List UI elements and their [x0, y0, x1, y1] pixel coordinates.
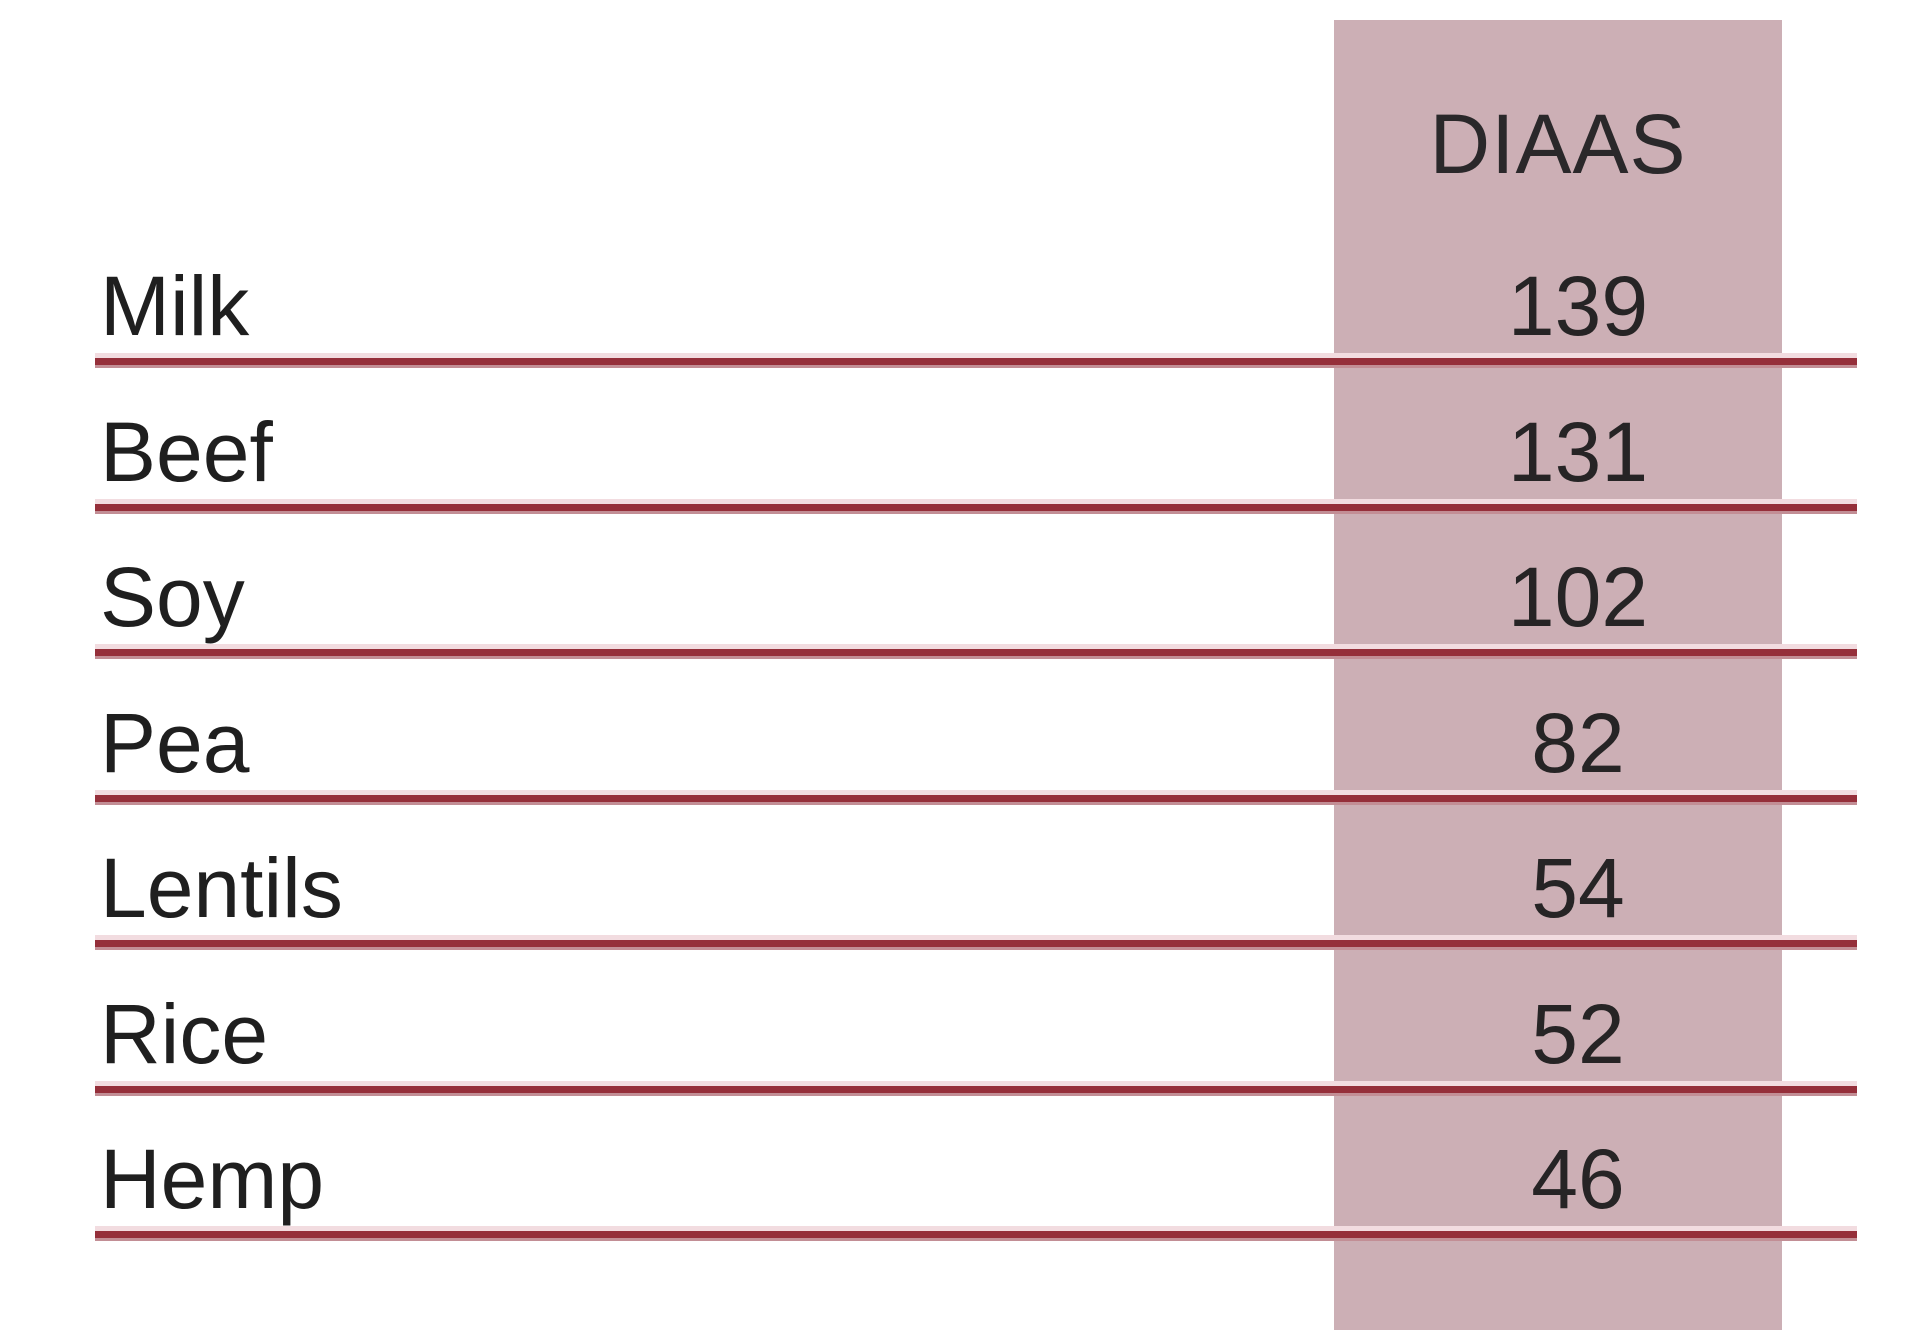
table-row: Hemp 46 — [0, 1095, 1920, 1241]
row-label: Pea — [100, 695, 250, 790]
row-divider-line — [95, 1080, 1857, 1096]
row-divider-line — [95, 498, 1857, 514]
row-value: 102 — [1507, 550, 1649, 644]
row-value: 46 — [1531, 1132, 1625, 1226]
row-value: 54 — [1531, 841, 1625, 935]
row-divider-line — [95, 789, 1857, 805]
table-row: Milk 139 — [0, 222, 1920, 368]
row-label: Lentils — [100, 841, 343, 935]
row-value: 131 — [1507, 404, 1649, 499]
row-value: 139 — [1507, 259, 1649, 353]
diaas-column-highlight — [1334, 20, 1782, 1330]
row-divider-line — [95, 1226, 1857, 1241]
row-value: 82 — [1531, 695, 1625, 790]
row-label: Beef — [100, 404, 273, 499]
table-row: Pea 82 — [0, 659, 1920, 805]
table-row: Lentils 54 — [0, 804, 1920, 950]
row-label: Soy — [100, 550, 245, 644]
row-label: Milk — [100, 259, 250, 353]
diaas-column-header: DIAAS — [1429, 97, 1687, 191]
table-row: Rice 52 — [0, 950, 1920, 1096]
table-row: Beef 131 — [0, 368, 1920, 514]
table-row: Soy 102 — [0, 513, 1920, 659]
row-divider-line — [95, 644, 1857, 659]
row-label: Hemp — [100, 1132, 325, 1226]
row-divider-line — [95, 935, 1857, 950]
row-divider-line — [95, 353, 1857, 368]
row-label: Rice — [100, 986, 269, 1081]
row-value: 52 — [1531, 986, 1625, 1081]
